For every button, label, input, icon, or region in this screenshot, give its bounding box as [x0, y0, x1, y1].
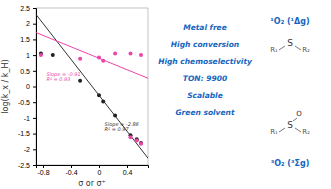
fit-annotation: R² = 0.93	[47, 76, 71, 82]
plot-frame	[36, 8, 148, 165]
bond	[279, 46, 285, 50]
point	[78, 57, 82, 61]
y-tick-line	[33, 55, 36, 56]
point	[139, 53, 143, 57]
y-tick: 2	[26, 20, 36, 27]
y-tick-label: -0.5	[18, 99, 30, 106]
x-tick: 0	[98, 165, 102, 176]
fit-annotation: R² = 0.97	[105, 126, 130, 132]
panel-text: High conversion	[171, 40, 239, 49]
x-axis: -0.8 -0.4 0 0.4	[37, 165, 149, 176]
point	[113, 52, 117, 56]
y-tick: 2.5	[20, 5, 36, 12]
bond	[295, 128, 301, 132]
panel-text: ³O₂ (³Σg)	[271, 159, 310, 168]
y-tick-label: 2	[26, 20, 30, 27]
y-tick-label: -1	[24, 115, 30, 122]
y-tick: -2	[24, 146, 36, 153]
y-tick-line	[33, 102, 36, 103]
marks	[36, 14, 148, 158]
point	[101, 59, 105, 63]
x-tick-label: -0.8	[37, 169, 49, 176]
x-tick-label: -0.4	[65, 169, 77, 176]
y-tick-label: -1.5	[18, 130, 30, 137]
y-axis-title: log(k_x / k_H)	[1, 59, 10, 113]
panel-text: S	[287, 120, 293, 130]
panel-text: R₂	[302, 128, 310, 136]
point	[39, 53, 43, 57]
y-tick-line	[33, 71, 36, 72]
y-tick-label: 0	[26, 83, 30, 90]
x-tick-line	[43, 165, 44, 168]
y-tick-line	[33, 134, 36, 135]
y-tick: -1	[24, 115, 36, 122]
y-tick-label: -2	[24, 146, 30, 153]
y-tick: -1.5	[18, 130, 36, 137]
panel-text: Metal free	[183, 23, 227, 32]
x-tick: -0.4	[65, 165, 77, 176]
panel-text: S	[287, 38, 293, 48]
panel-text: ¹O₂ (¹Δg)	[270, 17, 309, 26]
y-tick-line	[33, 39, 36, 40]
x-tick-line	[99, 165, 100, 168]
trend-line	[36, 33, 148, 79]
annotations: Slope = -0.91R² = 0.93Slope = -2.86R² = …	[47, 17, 311, 168]
y-tick-label: -2.5	[18, 162, 30, 169]
panel-text: TON: 9900	[183, 74, 227, 83]
point	[51, 53, 55, 57]
x-tick: 0.4	[123, 165, 133, 176]
point	[139, 141, 143, 145]
bond	[279, 128, 285, 132]
point	[78, 79, 82, 83]
x-tick-label: 0.4	[123, 169, 133, 176]
y-tick: -0.5	[18, 99, 36, 106]
y-tick: 1	[26, 52, 36, 59]
y-tick-line	[33, 24, 36, 25]
figure: -0.8 -0.4 0 0.4 -2.5 -2 -1.5 -1 -0.5 0 0.5 1 1.5 2 2.5…	[0, 0, 331, 189]
panel-text: O	[296, 110, 302, 118]
trend-line	[36, 14, 148, 158]
y-tick-line	[33, 87, 36, 88]
y-tick: 0.5	[20, 68, 36, 75]
y-tick-label: 1	[26, 52, 30, 59]
plot: -0.8 -0.4 0 0.4 -2.5 -2 -1.5 -1 -0.5 0 0.5 1 1.5 2 2.5	[18, 5, 149, 176]
panel-text: Scalable	[187, 91, 223, 100]
point	[97, 56, 101, 60]
point	[101, 100, 105, 104]
y-tick-label: 0.5	[20, 68, 30, 75]
x-tick: -0.8	[37, 165, 49, 176]
y-tick-label: 2.5	[20, 5, 30, 12]
scheme-bonds	[279, 46, 301, 132]
x-tick-line	[127, 165, 128, 168]
y-axis: -2.5 -2 -1.5 -1 -0.5 0 0.5 1 1.5 2 2.5	[18, 5, 37, 169]
panel-text: R₁	[270, 128, 278, 136]
point	[129, 135, 133, 139]
y-tick-line	[33, 165, 36, 166]
y-tick: -2.5	[18, 162, 36, 169]
panel-text: Green solvent	[175, 108, 234, 117]
point	[113, 113, 117, 117]
x-axis-title: σ or σ⁺	[78, 179, 106, 188]
y-tick-label: 1.5	[20, 36, 30, 43]
y-tick-line	[33, 118, 36, 119]
y-tick-line	[33, 149, 36, 150]
panel-text: R₁	[270, 46, 278, 54]
bond	[293, 118, 297, 121]
point	[129, 52, 133, 56]
point	[135, 139, 139, 143]
x-tick-label: 0	[98, 169, 102, 176]
point	[97, 93, 101, 97]
y-axis-line	[33, 9, 37, 166]
x-axis-line	[37, 166, 149, 169]
y-tick: 1.5	[20, 36, 36, 43]
bond	[295, 46, 301, 50]
panel-text: High chemoselectivity	[158, 57, 253, 66]
y-tick: 0	[26, 83, 36, 90]
y-tick-line	[33, 8, 36, 9]
panel-text: R₂	[302, 46, 310, 54]
x-tick-line	[71, 165, 72, 168]
point	[139, 142, 143, 146]
